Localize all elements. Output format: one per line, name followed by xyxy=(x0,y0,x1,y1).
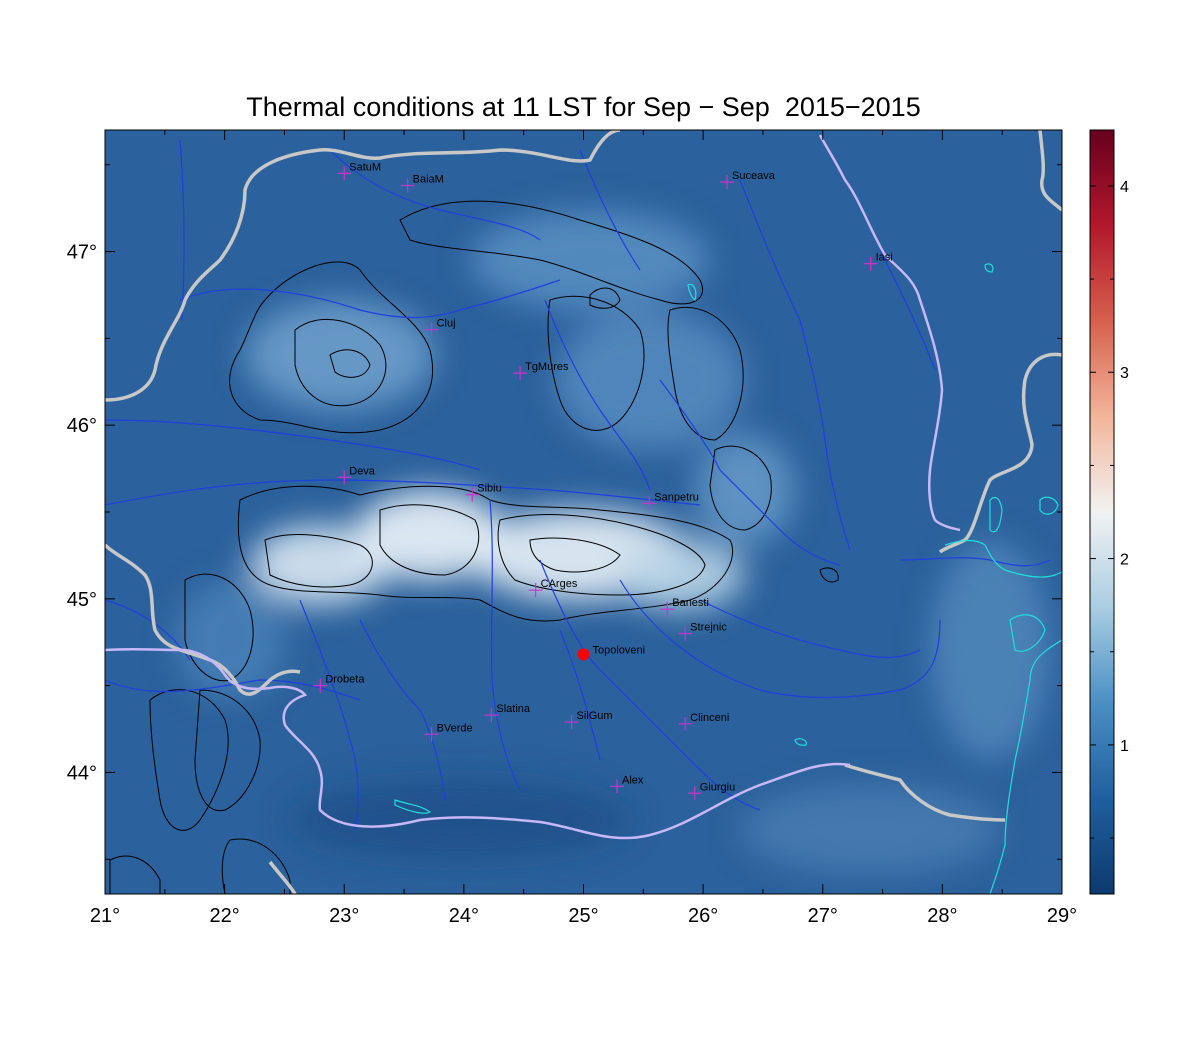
thermal-field-highlights xyxy=(175,210,1050,875)
station-label: Sibiu xyxy=(477,483,501,495)
station-alex[interactable]: Alex xyxy=(609,774,644,794)
station-label: Clinceni xyxy=(690,712,729,724)
coastline xyxy=(394,263,1062,894)
station-giurgiu[interactable]: Giurgiu xyxy=(687,781,735,801)
station-label: Suceava xyxy=(732,170,776,182)
station-label: Banesti xyxy=(672,597,709,609)
station-cluj[interactable]: Cluj xyxy=(424,318,456,337)
station-label: TgMures xyxy=(525,361,569,373)
station-label: BVerde xyxy=(437,722,473,734)
colorbar: 1 2 3 4 xyxy=(1089,129,1129,895)
x-tick-label: 25° xyxy=(568,905,598,927)
x-tick-label: 21° xyxy=(90,905,120,927)
x-tick-label: 29° xyxy=(1047,905,1077,927)
colorbar-tick-label: 2 xyxy=(1120,552,1129,569)
y-tick-label: 44° xyxy=(67,762,97,784)
station-silgum[interactable]: SilGum xyxy=(564,710,613,730)
highlight-station-layer: Topoloveni xyxy=(577,644,646,661)
colorbar-ticks: 1 2 3 4 xyxy=(1090,179,1129,839)
x-axis: 21° 22° 23° 24° 25° 26° 27° 28° 29° xyxy=(90,130,1077,927)
station-label: Cluj xyxy=(437,318,456,330)
map-title: Thermal conditions at 11 LST for Sep − S… xyxy=(246,92,921,122)
station-satum[interactable]: SatuM xyxy=(337,161,381,181)
x-tick-label: 22° xyxy=(210,905,240,927)
x-tick-label: 27° xyxy=(808,905,838,927)
map-area[interactable]: SatuM BaiaM Suceava Iasi Cluj TgMures Deva Sibi… xyxy=(105,130,1062,894)
x-tick-label: 26° xyxy=(688,905,718,927)
station-slatina[interactable]: Slatina xyxy=(484,703,531,723)
station-sanpetru[interactable]: Sanpetru xyxy=(642,491,699,511)
station-label: Sanpetru xyxy=(654,491,699,503)
station-label: Strejnic xyxy=(690,622,727,634)
station-label: Alex xyxy=(622,774,644,786)
station-clinceni[interactable]: Clinceni xyxy=(678,712,729,731)
station-label: Giurgiu xyxy=(700,781,735,793)
highlight-station-label: Topoloveni xyxy=(593,644,646,656)
y-tick-label: 45° xyxy=(67,589,97,611)
colorbar-tick-label: 1 xyxy=(1120,738,1129,755)
y-tick-label: 46° xyxy=(67,415,97,437)
station-bverde[interactable]: BVerde xyxy=(424,722,473,742)
x-tick-label: 28° xyxy=(927,905,957,927)
station-label: Slatina xyxy=(496,703,531,715)
terrain-contours xyxy=(109,200,839,894)
station-label: Drobeta xyxy=(325,674,365,686)
station-banesti[interactable]: Banesti xyxy=(660,597,709,617)
station-label: Deva xyxy=(349,465,376,477)
stations-layer: SatuM BaiaM Suceava Iasi Cluj TgMures Deva Sibi… xyxy=(313,161,893,801)
y-axis: 44° 45° 46° 47° xyxy=(67,164,1062,860)
station-deva[interactable]: Deva xyxy=(337,465,376,485)
colorbar-tick-label: 4 xyxy=(1120,179,1129,196)
station-strejnic[interactable]: Strejnic xyxy=(678,622,727,641)
station-label: Iasi xyxy=(876,252,893,264)
x-tick-label: 24° xyxy=(449,905,479,927)
station-sibiu[interactable]: Sibiu xyxy=(465,483,502,502)
y-tick-label: 47° xyxy=(67,242,97,264)
station-drobeta[interactable]: Drobeta xyxy=(313,674,365,693)
station-suceava[interactable]: Suceava xyxy=(720,170,776,190)
station-label: SatuM xyxy=(349,161,381,173)
station-iasi[interactable]: Iasi xyxy=(863,252,893,271)
station-carges[interactable]: CArges xyxy=(528,578,578,598)
station-label: BaiaM xyxy=(413,174,444,186)
x-tick-label: 23° xyxy=(329,905,359,927)
highlight-station-marker[interactable] xyxy=(577,648,590,661)
colorbar-bar xyxy=(1089,129,1115,895)
station-label: CArges xyxy=(541,578,578,590)
station-label: SilGum xyxy=(577,710,613,722)
river-borders xyxy=(105,134,961,840)
station-baiam[interactable]: BaiaM xyxy=(400,174,444,193)
colorbar-tick-label: 3 xyxy=(1120,365,1129,382)
rivers xyxy=(105,139,1051,831)
station-tgmures[interactable]: TgMures xyxy=(513,361,569,381)
